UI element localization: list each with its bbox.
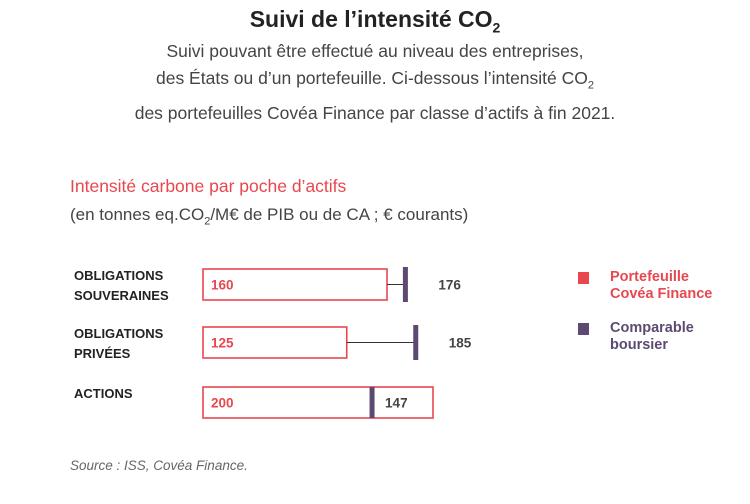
benchmark-marker [402, 267, 408, 302]
legend-label-benchmark: Comparable boursier [610, 320, 694, 353]
benchmark-value-label: 185 [449, 336, 472, 351]
benchmark-marker [413, 325, 419, 360]
benchmark-value-label: 176 [438, 278, 461, 293]
portfolio-bar [202, 386, 434, 419]
category-label: OBLIGATIONS PRIVÉES [74, 326, 164, 361]
portfolio-value-label: 200 [211, 396, 234, 411]
category-label: ACTIONS [74, 386, 133, 401]
source-note: Source : ISS, Covéa Finance. [70, 458, 248, 473]
page-title: Suivi de l’intensité CO2 [249, 6, 501, 36]
intro-line-2: des États ou d’un portefeuille. Ci-desso… [155, 68, 595, 92]
benchmark-value-label: 147 [385, 396, 408, 411]
intro-text: Suivi pouvant être effectué au niveau de… [0, 38, 750, 127]
category-label: OBLIGATIONS SOUVERAINES [74, 268, 169, 303]
legend-label-portfolio: Portefeuille Covéa Finance [610, 269, 713, 302]
portfolio-value-label: 160 [211, 278, 234, 293]
benchmark-marker [369, 387, 375, 418]
bar-chart: OBLIGATIONS SOUVERAINES 160 176 OBLIGATIONS P… [74, 267, 472, 419]
legend-swatch-benchmark [578, 323, 589, 335]
portfolio-value-label: 125 [211, 336, 234, 351]
legend-swatch-portfolio [578, 272, 589, 284]
portfolio-bar [202, 326, 348, 359]
intro-line-3: des portefeuilles Covéa Finance par clas… [134, 102, 616, 123]
chart-title: Intensité carbone par poche d’actifs [70, 176, 347, 196]
chart-subtitle: (en tonnes eq.CO2/M€ de PIB ou de CA ; €… [70, 205, 469, 228]
portfolio-bar [202, 268, 388, 301]
intro-line-1: Suivi pouvant être effectué au niveau de… [166, 41, 584, 61]
